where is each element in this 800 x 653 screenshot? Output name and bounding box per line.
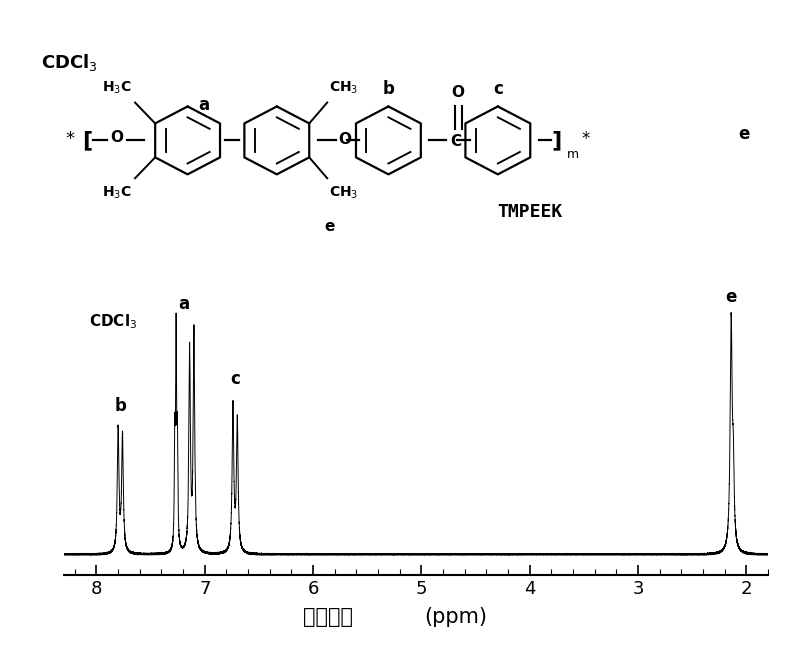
Text: m: m <box>566 148 578 161</box>
Text: CDCl$_3$: CDCl$_3$ <box>90 312 138 330</box>
Text: H$_3$C: H$_3$C <box>102 80 132 96</box>
Text: *: * <box>65 130 74 148</box>
Text: c: c <box>493 80 502 98</box>
Text: 化学位移: 化学位移 <box>303 607 353 627</box>
Text: (ppm): (ppm) <box>425 607 487 627</box>
Text: C: C <box>450 135 462 149</box>
Text: TMPEEK: TMPEEK <box>497 203 562 221</box>
Text: CH$_3$: CH$_3$ <box>330 185 358 201</box>
Text: O: O <box>338 132 351 146</box>
Text: e: e <box>726 288 737 306</box>
Text: e: e <box>738 125 749 143</box>
Text: a: a <box>198 96 209 114</box>
Text: O: O <box>110 130 123 144</box>
Text: e: e <box>324 219 334 234</box>
Text: O: O <box>452 85 465 100</box>
Text: H$_3$C: H$_3$C <box>102 185 132 201</box>
Text: b: b <box>114 397 126 415</box>
Text: ]: ] <box>552 131 562 150</box>
Text: CDCl$_3$: CDCl$_3$ <box>42 52 98 73</box>
Text: c: c <box>230 370 240 388</box>
Text: a: a <box>178 295 190 313</box>
Text: *: * <box>582 130 590 148</box>
Text: CH$_3$: CH$_3$ <box>330 80 358 96</box>
Text: b: b <box>382 80 394 98</box>
Text: [: [ <box>82 131 92 150</box>
